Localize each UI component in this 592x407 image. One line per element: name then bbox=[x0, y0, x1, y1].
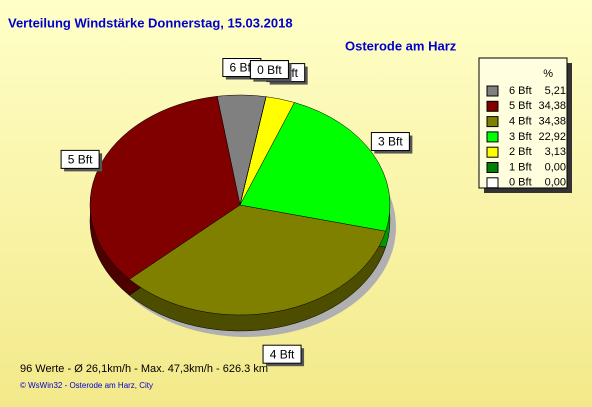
label-box bbox=[370, 132, 410, 152]
label-box bbox=[60, 149, 100, 169]
legend-swatch bbox=[486, 100, 499, 112]
slice-label: 3 Bft bbox=[378, 135, 403, 149]
pie bbox=[89, 94, 396, 337]
legend-value: 5,21 bbox=[545, 85, 566, 97]
legend-swatch bbox=[486, 85, 499, 97]
legend-value: 0,00 bbox=[545, 161, 566, 173]
legend-header: % bbox=[543, 68, 553, 80]
credit: © WsWin32 - Osterode am Harz, City bbox=[20, 381, 153, 390]
legend-value: 22,92 bbox=[538, 131, 566, 143]
legend-label: 4 Bft bbox=[509, 116, 532, 128]
label-box bbox=[249, 60, 289, 80]
legend-swatch bbox=[486, 177, 499, 189]
slice-label: 0 Bft bbox=[257, 63, 282, 77]
legend-swatch bbox=[486, 162, 499, 173]
legend-label: 5 Bft bbox=[509, 100, 532, 112]
legend-value: 34,38 bbox=[538, 116, 566, 128]
legend-label: 0 Bft bbox=[509, 177, 532, 189]
legend-label: 1 Bft bbox=[509, 161, 532, 173]
slice bbox=[128, 204, 387, 316]
legend-label: 6 Bft bbox=[509, 85, 532, 97]
slice-label: 6 Bft bbox=[230, 61, 255, 75]
legend-value: 34,38 bbox=[538, 100, 566, 112]
slice bbox=[239, 96, 267, 206]
legend-value: 3,13 bbox=[545, 146, 566, 158]
legend-label: 3 Bft bbox=[509, 131, 532, 143]
legend-swatch bbox=[486, 131, 499, 143]
legend-swatch bbox=[486, 146, 499, 158]
legend-swatch bbox=[486, 116, 499, 128]
slice bbox=[239, 96, 295, 206]
legend: % 6 Bft 5,21 5 Bft 34,38 4 Bft 34,38 3 Bft 22,9… bbox=[478, 57, 572, 193]
chart-subtitle: Osterode am Harz bbox=[345, 38, 457, 53]
chart-title: Verteilung Windstärke Donnerstag, 15.03.… bbox=[8, 15, 293, 30]
slice-label: 5 Bft bbox=[68, 153, 93, 167]
legend-label: 2 Bft bbox=[509, 146, 532, 158]
slice-label: 4 Bft bbox=[270, 347, 295, 361]
legend-value: 0,00 bbox=[545, 177, 566, 189]
label-box bbox=[262, 344, 302, 364]
footer: 96 Werte - Ø 26,1km/h - Max. 47,3km/h - … bbox=[20, 363, 268, 375]
